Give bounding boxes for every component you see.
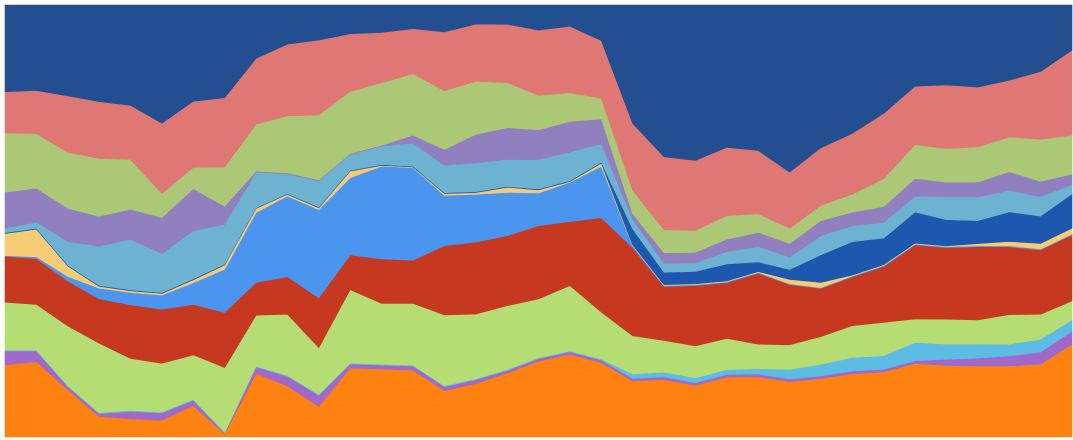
area-series-13 [4, 4, 1073, 173]
